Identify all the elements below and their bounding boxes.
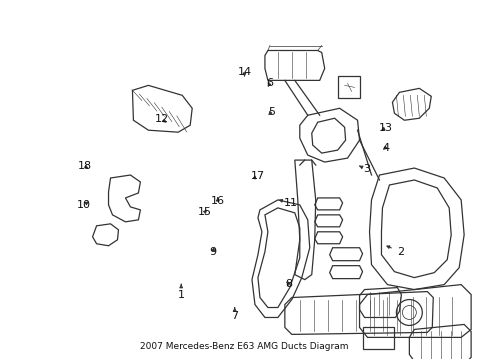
Text: 10: 10: [77, 200, 91, 210]
Text: 18: 18: [78, 161, 92, 171]
Text: 16: 16: [210, 196, 224, 206]
Text: 3: 3: [359, 164, 369, 174]
Text: 1: 1: [177, 284, 184, 300]
Text: 5: 5: [267, 107, 274, 117]
Text: 13: 13: [378, 123, 392, 133]
Text: 12: 12: [154, 114, 168, 124]
Text: 2: 2: [386, 246, 403, 257]
Text: 9: 9: [209, 247, 216, 257]
Text: 8: 8: [284, 279, 291, 289]
Text: 14: 14: [237, 67, 251, 77]
Text: 17: 17: [250, 171, 264, 181]
Text: 11: 11: [279, 198, 297, 208]
Text: 15: 15: [197, 207, 211, 217]
Text: 7: 7: [231, 308, 238, 320]
Text: 4: 4: [382, 143, 388, 153]
Text: 2007 Mercedes-Benz E63 AMG Ducts Diagram: 2007 Mercedes-Benz E63 AMG Ducts Diagram: [140, 342, 348, 351]
Text: 6: 6: [266, 78, 273, 88]
